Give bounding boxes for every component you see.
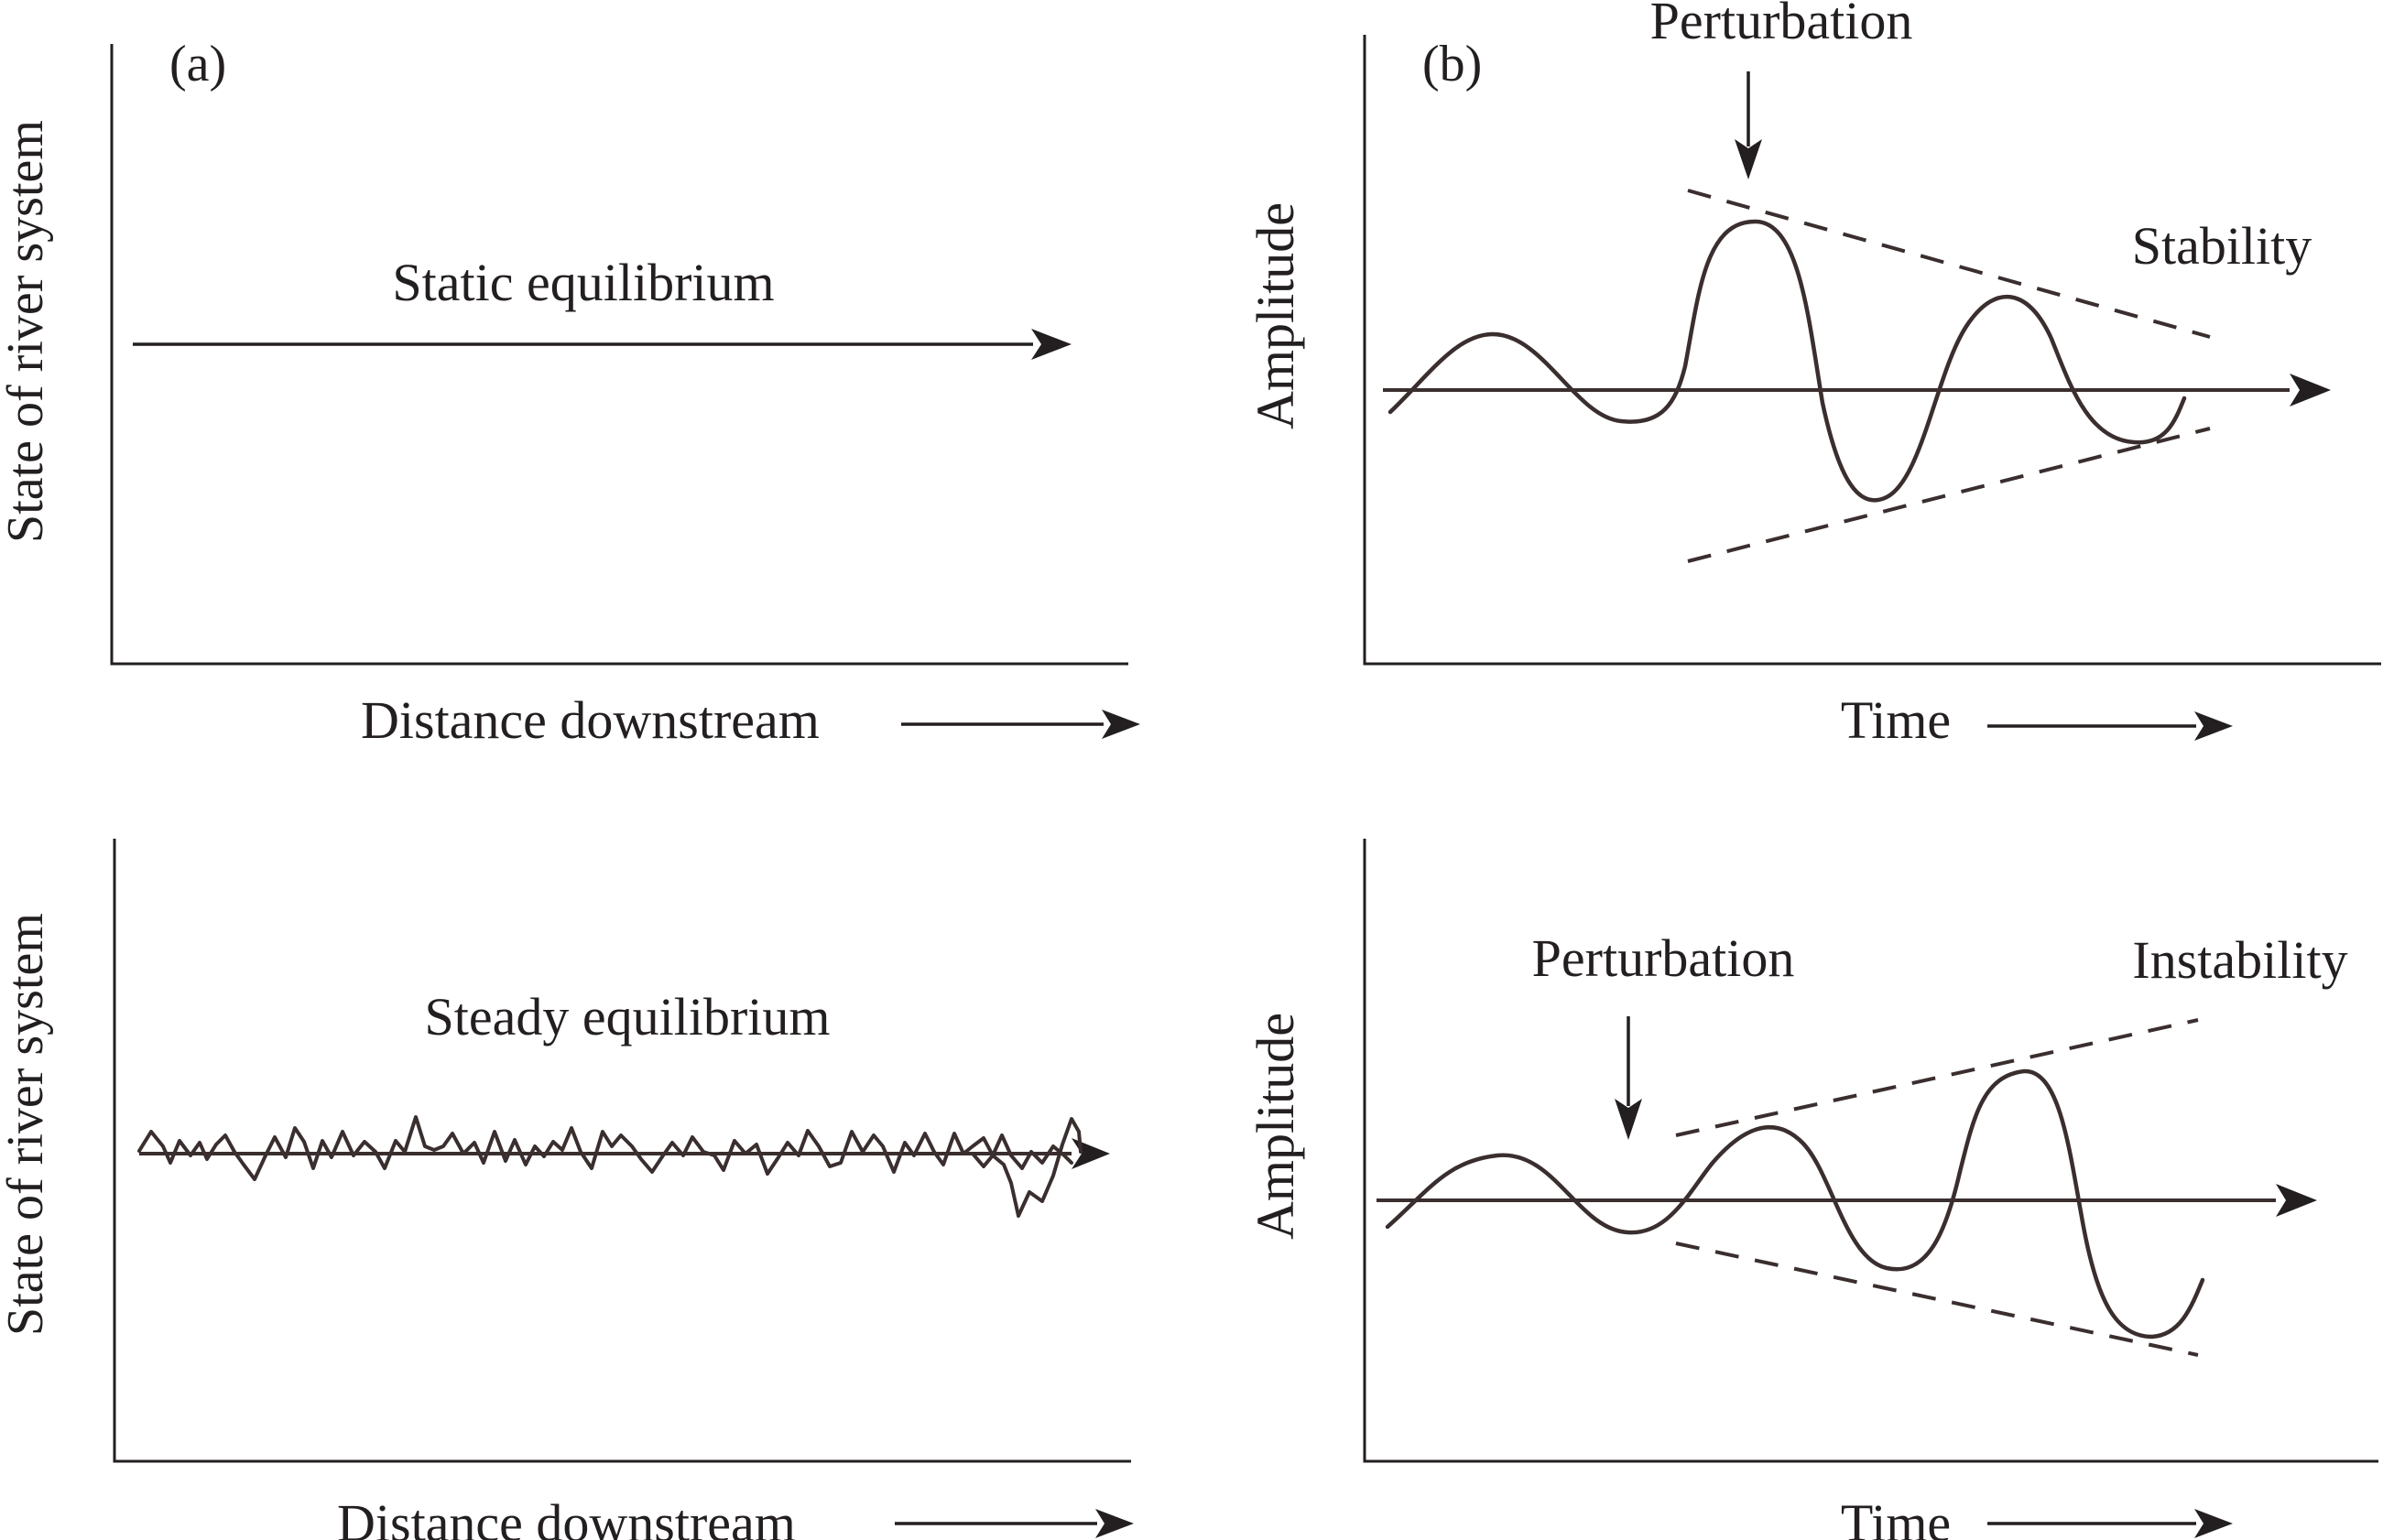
steady-y-axis-label: State of river system <box>0 913 54 1336</box>
instability-upper-envelope <box>1675 1018 2199 1137</box>
instability-perturbation-label: Perturbation <box>1532 928 1795 988</box>
steady-fluctuation-line <box>137 1115 1073 1181</box>
panel-static-equilibrium: (a) State of river system Static equilib… <box>0 36 1140 750</box>
static-y-axis-label: State of river system <box>0 120 54 543</box>
stability-perturbation-label: Perturbation <box>1650 0 1913 50</box>
instability-lower-envelope <box>1675 1242 2199 1357</box>
stability-state-label: Stability <box>2132 216 2312 276</box>
instability-perturbation-arrow-head <box>1615 1099 1642 1140</box>
panel-steady-equilibrium: State of river system Steady equilibrium… <box>0 839 1134 1540</box>
stability-x-direction-arrow-head <box>2194 711 2233 741</box>
instability-x-direction-arrow-head <box>2194 1509 2233 1538</box>
stability-y-axis-label: Amplitude <box>1246 202 1305 429</box>
panel-instability: Amplitude Perturbation Instability Time <box>1246 839 2378 1540</box>
stability-axes <box>1363 35 2381 666</box>
static-equilibrium-label: Static equilibrium <box>392 253 774 312</box>
instability-y-axis-label: Amplitude <box>1246 1013 1305 1240</box>
stability-x-axis-label: Time <box>1841 690 1951 750</box>
static-x-axis-label: Distance downstream <box>361 690 820 750</box>
steady-x-direction-arrow-head <box>1095 1509 1134 1538</box>
stability-oscillation-curve <box>1387 219 2187 503</box>
stability-baseline-arrow-head <box>2290 374 2331 407</box>
instability-baseline-arrow-head <box>2276 1184 2317 1217</box>
static-x-direction-arrow-head <box>1102 710 1140 739</box>
stability-upper-envelope <box>1687 189 2211 339</box>
panel-a-tag: (a) <box>169 36 226 92</box>
stability-lower-envelope <box>1687 427 2211 563</box>
instability-state-label: Instability <box>2132 930 2347 990</box>
panel-b-tag: (b) <box>1422 36 1482 92</box>
stability-perturbation-arrow-head <box>1735 139 1762 179</box>
steady-fluctuation-tail <box>971 1117 1083 1218</box>
steady-axes <box>113 839 1131 1463</box>
instability-axes <box>1363 839 2378 1463</box>
static-axes <box>110 44 1128 666</box>
steady-x-axis-label: Distance downstream <box>337 1493 796 1540</box>
instability-x-axis-label: Time <box>1841 1493 1951 1540</box>
static-equilibrium-arrow-head <box>1031 329 1072 360</box>
instability-oscillation-curve <box>1385 1068 2205 1339</box>
steady-equilibrium-label: Steady equilibrium <box>425 987 831 1047</box>
steady-baseline-arrow-head <box>1072 1138 1110 1169</box>
panel-stability: (b) Amplitude Perturbation Stability Tim… <box>1246 0 2381 750</box>
